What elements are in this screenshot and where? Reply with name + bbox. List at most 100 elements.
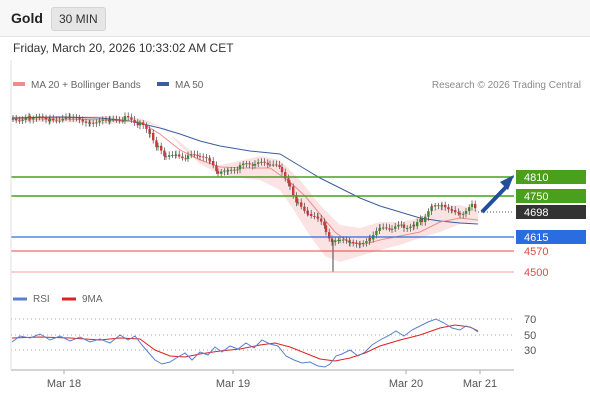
- candle-body: [123, 116, 127, 121]
- candle-body: [81, 119, 84, 122]
- candle-body: [24, 117, 27, 120]
- candle-body: [75, 117, 78, 119]
- candle-body: [375, 231, 378, 236]
- x-label-mar20: Mar 20: [389, 378, 423, 390]
- rsi-label: RSI: [33, 294, 50, 305]
- candlestick-series: [11, 112, 477, 272]
- candle-body: [338, 239, 342, 241]
- timeframe-button[interactable]: 30 MIN: [51, 7, 106, 31]
- candle-body: [28, 116, 32, 120]
- candle-body: [148, 132, 152, 134]
- candle-body: [268, 164, 272, 166]
- candle-body: [288, 183, 292, 187]
- candle-body: [190, 154, 193, 156]
- candle-body: [245, 163, 248, 165]
- candle-body: [236, 169, 239, 171]
- candle-body: [186, 155, 190, 159]
- candle-body: [263, 161, 266, 163]
- candle-body: [257, 162, 260, 164]
- candle-body: [142, 122, 145, 126]
- price-label-4615-bg: [516, 230, 586, 244]
- candle-body: [260, 161, 263, 163]
- price-label-4698: 4698: [524, 207, 548, 219]
- candle-body: [420, 219, 424, 222]
- ma20-swatch: [13, 82, 25, 87]
- candle-body: [320, 218, 323, 222]
- candle-body: [358, 243, 362, 245]
- candle-body: [444, 204, 447, 208]
- candle-body: [64, 117, 68, 119]
- candle-body: [306, 213, 310, 215]
- candle-body: [155, 140, 158, 148]
- candle-body: [38, 116, 41, 118]
- symbol-title: Gold: [11, 10, 43, 26]
- candle-body: [88, 122, 92, 124]
- candle-body: [316, 216, 320, 219]
- candle-body: [450, 209, 453, 211]
- x-label-mar19: Mar 19: [216, 378, 250, 390]
- bollinger-band: [12, 116, 478, 262]
- candle-body: [424, 216, 427, 222]
- candle-body: [430, 206, 434, 208]
- candle-body: [296, 202, 300, 204]
- candle-body: [184, 158, 187, 160]
- candle-body: [430, 206, 433, 212]
- candle-body: [72, 117, 75, 119]
- candle-body: [447, 207, 450, 210]
- price-label-4810: 4810: [524, 172, 548, 184]
- candle-body: [15, 118, 18, 121]
- candle-body: [216, 171, 220, 174]
- candle-body: [58, 120, 61, 122]
- candle-body: [171, 154, 174, 156]
- candle-body: [402, 224, 406, 229]
- candle-body: [280, 167, 284, 173]
- candle-body: [409, 226, 412, 228]
- candle-body: [328, 232, 331, 239]
- rsi-ma-line: [11, 324, 479, 362]
- candle-body: [95, 122, 98, 124]
- candle-body: [416, 222, 419, 227]
- candle-body: [35, 116, 38, 118]
- candle-body: [330, 238, 334, 243]
- candle-body: [368, 238, 372, 240]
- candle-body: [160, 145, 163, 151]
- candle-body: [21, 119, 24, 121]
- candle-body: [55, 120, 58, 122]
- candle-body: [342, 239, 345, 241]
- candle-body: [164, 156, 168, 158]
- candle-body: [108, 119, 112, 122]
- price-label-4750-bg: [516, 189, 586, 203]
- candle-body: [61, 118, 64, 121]
- candle-body: [18, 120, 21, 122]
- candle-body: [468, 207, 471, 212]
- candle-body: [44, 117, 48, 120]
- timestamp: Friday, March 20, 2026 10:33:02 AM CET: [13, 41, 234, 55]
- candle-body: [292, 186, 295, 196]
- candle-body: [145, 125, 148, 129]
- candle-body: [450, 209, 454, 211]
- rsi-ma-label: 9MA: [82, 294, 103, 305]
- candle-body: [130, 117, 133, 120]
- rsi-tick-50: 50: [524, 330, 536, 342]
- candle-body: [163, 150, 166, 157]
- candle-body: [112, 119, 115, 121]
- price-label-4750: 4750: [524, 191, 548, 203]
- candle-body: [287, 178, 290, 184]
- candle-body: [205, 157, 208, 159]
- candle-body: [419, 219, 422, 223]
- candle-body: [193, 154, 196, 156]
- candle-body: [412, 224, 416, 227]
- candle-body: [378, 227, 382, 229]
- candle-body: [385, 227, 388, 229]
- candle-body: [52, 118, 55, 121]
- candle-body: [457, 212, 460, 214]
- candle-body: [212, 160, 215, 166]
- price-label-4500: 4500: [524, 267, 548, 279]
- legend-ma20: MA 20 + Bollinger Bands: [13, 80, 141, 91]
- candle-body: [248, 163, 251, 165]
- candle-body: [454, 210, 457, 213]
- rsi-tick-70: 70: [524, 314, 536, 326]
- candle-body: [427, 211, 430, 217]
- candle-body: [368, 238, 371, 242]
- candle-body: [334, 240, 337, 243]
